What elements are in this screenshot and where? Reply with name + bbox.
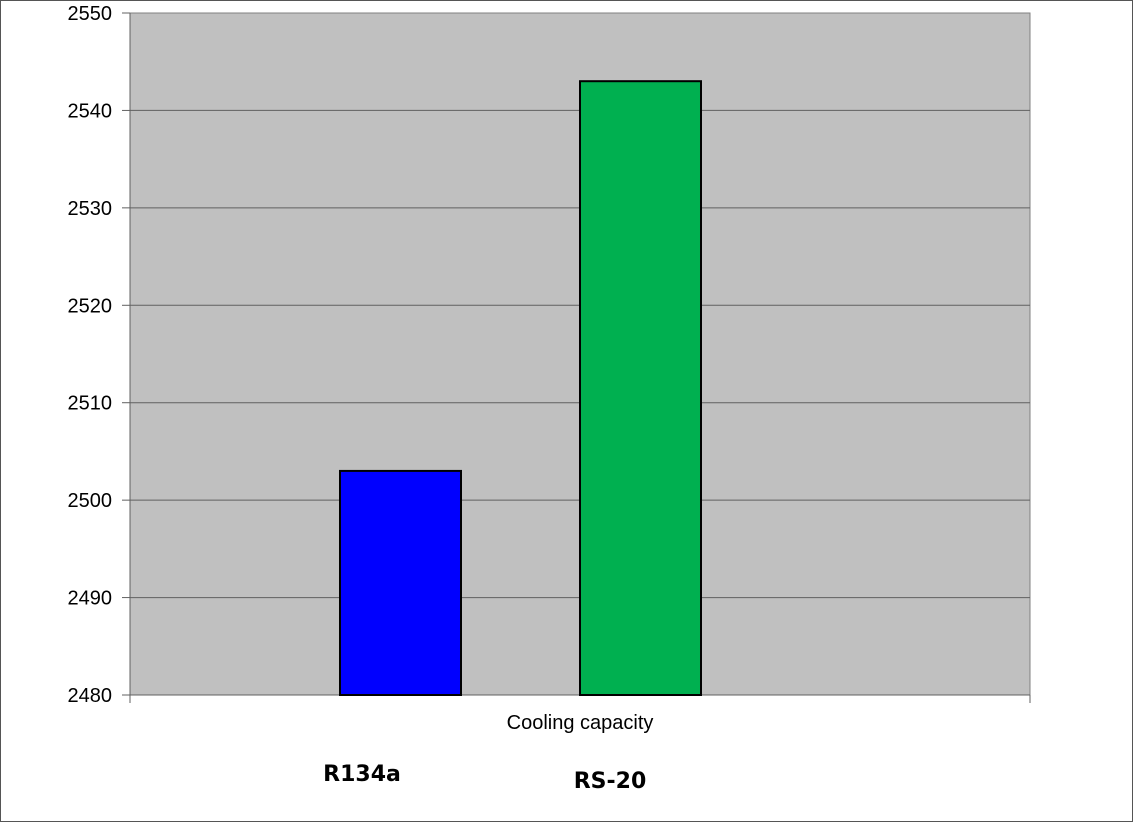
x-axis-label: Cooling capacity: [507, 712, 654, 734]
y-tick-label: 2520: [68, 295, 113, 317]
y-tick-label: 2550: [68, 3, 113, 25]
y-tick-label: 2490: [68, 588, 113, 610]
y-tick-label: 2530: [68, 198, 113, 220]
y-tick-label: 2510: [68, 393, 113, 415]
bar-rs-20: [579, 80, 702, 696]
y-tick-label: 2500: [68, 490, 113, 512]
y-tick-label: 2540: [68, 100, 113, 122]
legend-label-rs20: RS-20: [573, 769, 647, 794]
legend-label-r134a: R134a: [323, 762, 401, 787]
bar-r134a: [339, 469, 462, 696]
y-tick-label: 2480: [68, 685, 113, 707]
